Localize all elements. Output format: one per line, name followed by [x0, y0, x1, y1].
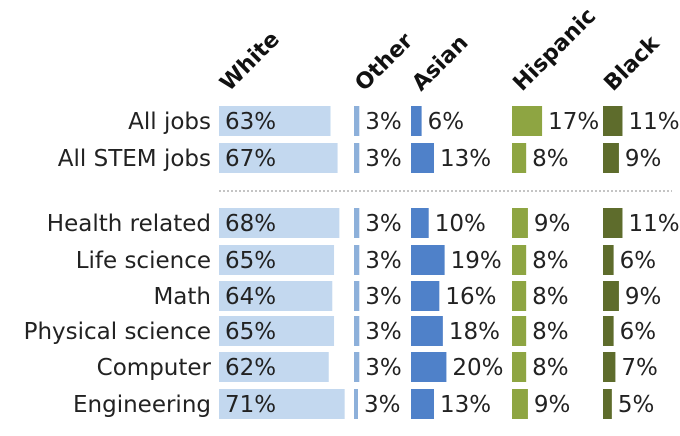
bar-all-jobs-other: [354, 106, 360, 136]
bar-math-asian: [411, 281, 440, 311]
bar-all-stem-jobs-white: [219, 143, 338, 173]
column-header-other: Other: [351, 29, 419, 97]
value-label-math-white: 64%: [225, 284, 276, 310]
bar-all-stem-jobs-hispanic: [512, 143, 527, 173]
value-label-all-stem-jobs-black: 9%: [625, 146, 662, 172]
value-label-health-related-black: 11%: [628, 211, 679, 237]
bar-life-science-hispanic: [512, 245, 527, 275]
bar-all-jobs-hispanic: [512, 106, 543, 136]
value-label-math-hispanic: 8%: [532, 284, 569, 310]
bar-all-stem-jobs-asian: [411, 143, 435, 173]
bar-health-related-white: [219, 208, 340, 238]
value-label-physical-science-white: 65%: [225, 319, 276, 345]
value-label-all-stem-jobs-white: 67%: [225, 146, 276, 172]
bar-computer-other: [354, 352, 360, 382]
value-label-life-science-other: 3%: [365, 248, 402, 274]
column-header-hispanic: Hispanic: [509, 4, 602, 97]
row-label-computer: Computer: [97, 355, 212, 381]
value-label-all-jobs-asian: 6%: [428, 109, 465, 135]
value-label-math-asian: 16%: [445, 284, 496, 310]
value-label-life-science-hispanic: 8%: [532, 248, 569, 274]
row-label-engineering: Engineering: [73, 392, 211, 418]
bar-physical-science-hispanic: [512, 316, 527, 346]
value-label-physical-science-asian: 18%: [449, 319, 500, 345]
column-header-white: White: [216, 27, 285, 96]
value-label-math-other: 3%: [365, 284, 402, 310]
bar-engineering-black: [603, 389, 612, 419]
bar-all-jobs-white: [219, 106, 331, 136]
bar-physical-science-white: [219, 316, 335, 346]
value-label-engineering-white: 71%: [225, 392, 276, 418]
bar-life-science-white: [219, 245, 335, 275]
bar-all-stem-jobs-black: [603, 143, 619, 173]
value-label-engineering-hispanic: 9%: [534, 392, 571, 418]
value-label-all-stem-jobs-other: 3%: [365, 146, 402, 172]
bar-computer-hispanic: [512, 352, 527, 382]
value-label-all-jobs-white: 63%: [225, 109, 276, 135]
value-label-life-science-black: 6%: [620, 248, 657, 274]
row-label-life-science: Life science: [76, 248, 211, 274]
value-label-math-black: 9%: [625, 284, 662, 310]
value-label-all-stem-jobs-hispanic: 8%: [532, 146, 569, 172]
bar-health-related-asian: [411, 208, 429, 238]
bar-math-hispanic: [512, 281, 527, 311]
value-label-health-related-other: 3%: [365, 211, 402, 237]
value-label-engineering-black: 5%: [618, 392, 655, 418]
bar-health-related-hispanic: [512, 208, 528, 238]
bar-physical-science-other: [354, 316, 360, 346]
bar-computer-black: [603, 352, 616, 382]
bar-all-stem-jobs-other: [354, 143, 360, 173]
bar-all-jobs-asian: [411, 106, 422, 136]
row-label-physical-science: Physical science: [24, 319, 211, 345]
bar-all-jobs-black: [603, 106, 623, 136]
bar-health-related-black: [603, 208, 623, 238]
value-label-health-related-hispanic: 9%: [534, 211, 571, 237]
bar-math-black: [603, 281, 619, 311]
value-label-all-stem-jobs-asian: 13%: [440, 146, 491, 172]
column-header-asian: Asian: [408, 30, 474, 96]
bar-health-related-other: [354, 208, 360, 238]
value-label-physical-science-black: 6%: [620, 319, 657, 345]
value-label-life-science-asian: 19%: [451, 248, 502, 274]
row-label-math: Math: [153, 284, 211, 310]
bar-math-other: [354, 281, 360, 311]
bar-math-white: [219, 281, 333, 311]
bar-physical-science-black: [603, 316, 614, 346]
bar-engineering-hispanic: [512, 389, 528, 419]
value-label-health-related-asian: 10%: [435, 211, 486, 237]
value-label-computer-hispanic: 8%: [532, 355, 569, 381]
value-label-life-science-white: 65%: [225, 248, 276, 274]
value-label-physical-science-other: 3%: [365, 319, 402, 345]
value-label-computer-white: 62%: [225, 355, 276, 381]
bar-engineering-other: [354, 389, 358, 419]
value-label-computer-black: 7%: [621, 355, 658, 381]
bar-engineering-white: [219, 389, 345, 419]
column-header-black: Black: [600, 30, 666, 96]
value-label-all-jobs-other: 3%: [365, 109, 402, 135]
value-label-computer-asian: 20%: [452, 355, 503, 381]
value-label-computer-other: 3%: [365, 355, 402, 381]
value-label-physical-science-hispanic: 8%: [532, 319, 569, 345]
value-label-all-jobs-black: 11%: [628, 109, 679, 135]
value-label-health-related-white: 68%: [225, 211, 276, 237]
bar-computer-white: [219, 352, 329, 382]
bar-computer-asian: [411, 352, 447, 382]
value-label-engineering-other: 3%: [364, 392, 401, 418]
bar-life-science-black: [603, 245, 614, 275]
bar-engineering-asian: [411, 389, 435, 419]
row-label-all-jobs: All jobs: [128, 109, 211, 135]
row-label-all-stem-jobs: All STEM jobs: [58, 146, 211, 172]
bar-life-science-other: [354, 245, 360, 275]
row-label-health-related: Health related: [47, 211, 211, 237]
bar-life-science-asian: [411, 245, 445, 275]
value-label-all-jobs-hispanic: 17%: [548, 109, 599, 135]
bar-physical-science-asian: [411, 316, 443, 346]
value-label-engineering-asian: 13%: [440, 392, 491, 418]
